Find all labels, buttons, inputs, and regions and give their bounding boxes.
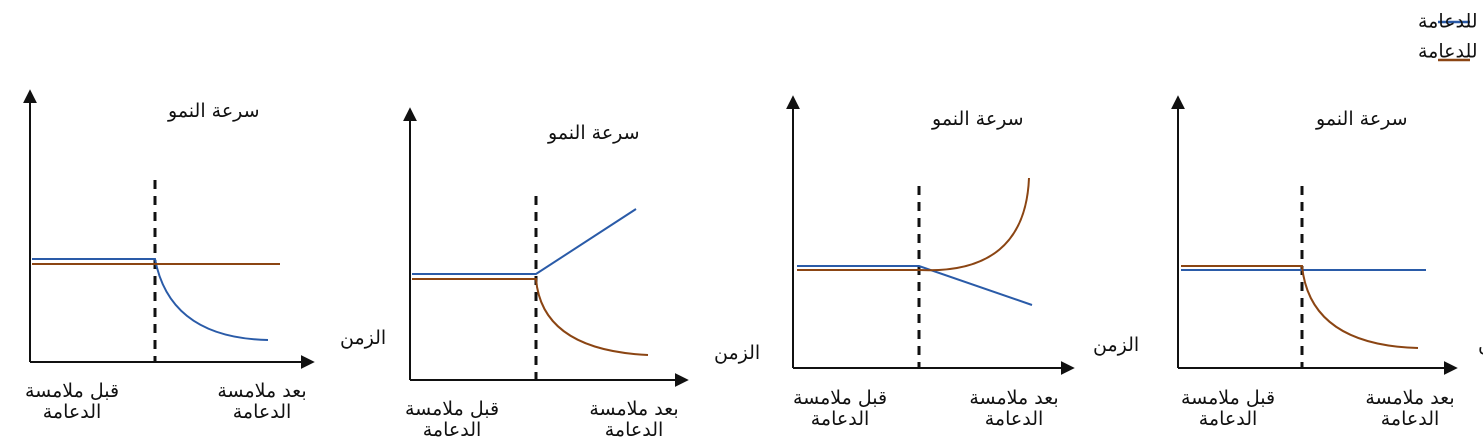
- after-contact-label-2: الدعامة: [605, 419, 664, 441]
- after-contact-label: بعد ملامسة: [217, 380, 306, 402]
- after-contact-label: بعد ملامسة: [589, 398, 678, 420]
- legend: جانب المحلاق الملامس للدعامة جانب المحلا…: [1418, 11, 1483, 63]
- after-contact-label: بعد ملامسة: [1365, 387, 1454, 409]
- graph-4: سرعة النمو الزمن قبل ملامسة الدعامة بعد …: [1171, 95, 1483, 430]
- x-axis-label: الزمن: [1093, 334, 1139, 356]
- y-axis-label: سرعة النمو: [1315, 108, 1408, 130]
- legend-label-touching: جانب المحلاق الملامس للدعامة: [1418, 11, 1483, 33]
- y-axis-label: سرعة النمو: [931, 108, 1024, 130]
- before-contact-label: قبل ملامسة: [793, 387, 887, 409]
- curve-touching: [412, 208, 637, 275]
- graph-1: سرعة النمو الزمن قبل ملامسة الدعامة بعد …: [23, 89, 386, 423]
- legend-label-non-touching: جانب المحلاق الغير الملامس للدعامة: [1418, 41, 1483, 63]
- x-axis-label: الزمن: [714, 342, 760, 364]
- before-contact-label-2: الدعامة: [423, 419, 482, 441]
- after-contact-label-2: الدعامة: [985, 408, 1044, 430]
- curve-non-touching: [1181, 265, 1419, 349]
- y-axis-label: سرعة النمو: [547, 122, 640, 144]
- after-contact-label-2: الدعامة: [1381, 408, 1440, 430]
- before-contact-label-2: الدعامة: [43, 401, 102, 423]
- y-axis-label: سرعة النمو: [167, 100, 260, 122]
- graph-3: سرعة النمو الزمن قبل ملامسة الدعامة بعد …: [786, 95, 1139, 430]
- before-contact-label: قبل ملامسة: [405, 398, 499, 420]
- before-contact-label: قبل ملامسة: [25, 380, 119, 402]
- after-contact-label: بعد ملامسة: [969, 387, 1058, 409]
- after-contact-label-2: الدعامة: [233, 401, 292, 423]
- before-contact-label-2: الدعامة: [811, 408, 870, 430]
- curve-non-touching: [412, 278, 649, 356]
- x-axis-label: الزمن: [1478, 333, 1483, 355]
- curve-non-touching: [797, 177, 1030, 272]
- curve-touching: [797, 265, 1033, 306]
- before-contact-label-2: الدعامة: [1199, 408, 1258, 430]
- x-axis-label: الزمن: [340, 327, 386, 349]
- curve-touching: [32, 258, 269, 341]
- before-contact-label: قبل ملامسة: [1181, 387, 1275, 409]
- graph-2: سرعة النمو الزمن قبل ملامسة الدعامة بعد …: [403, 107, 760, 441]
